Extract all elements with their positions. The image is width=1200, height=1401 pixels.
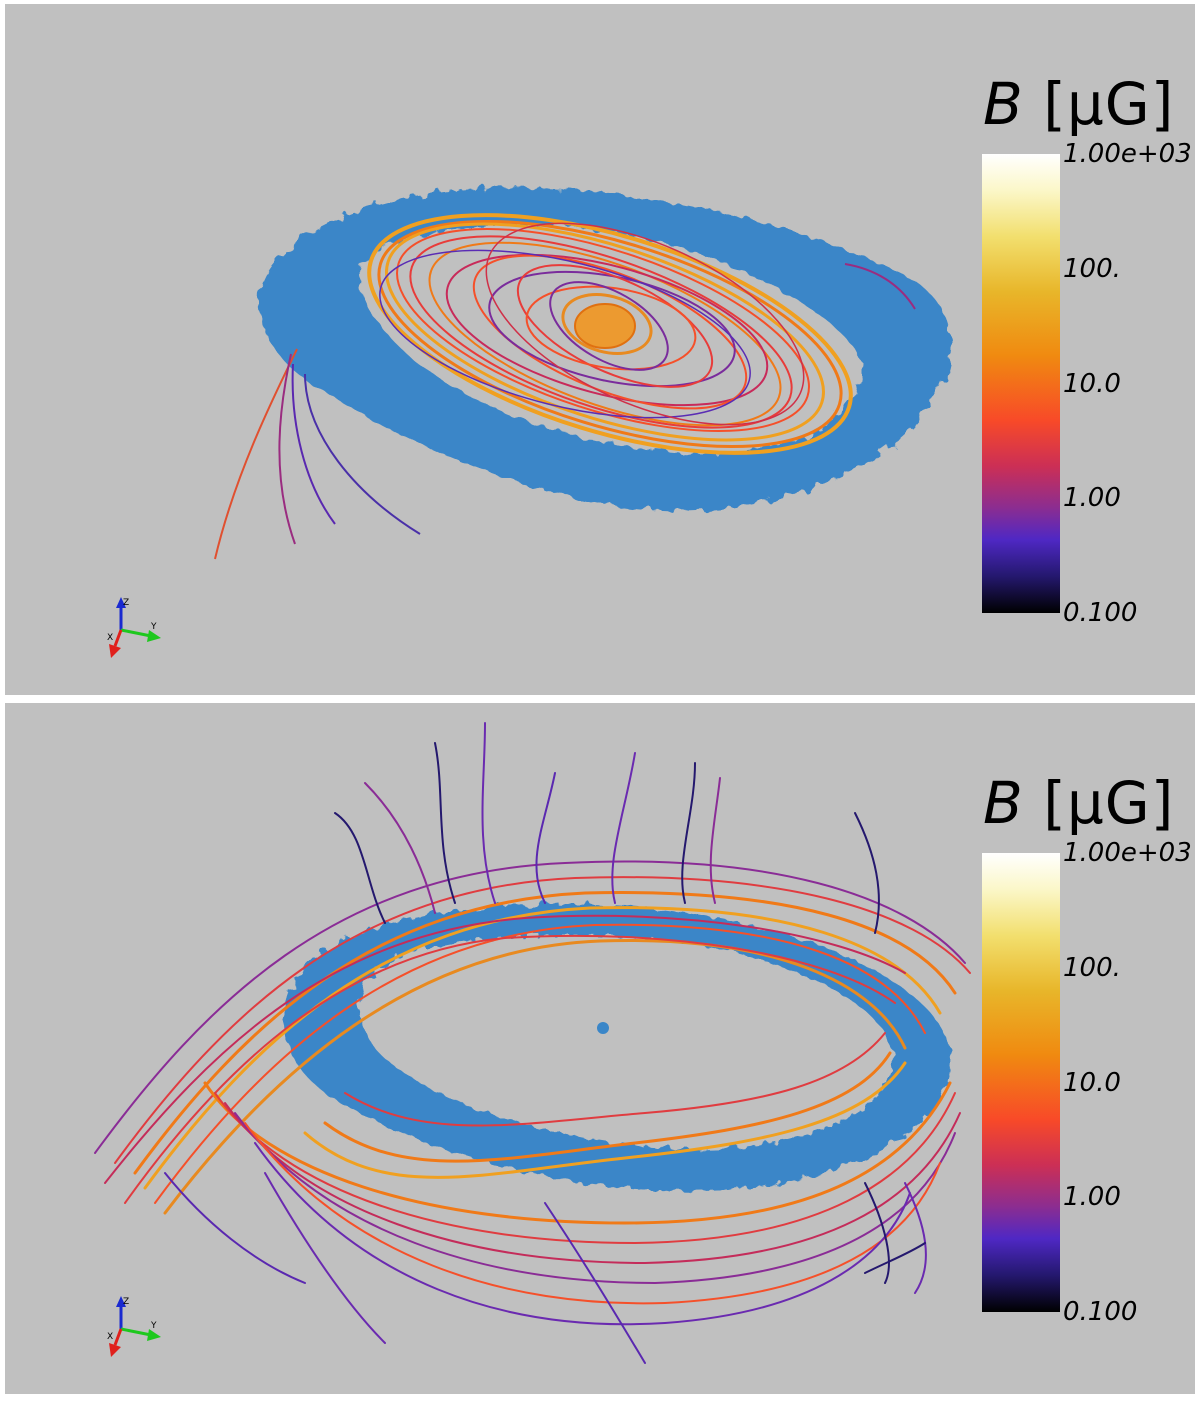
colorbar: [982, 154, 1060, 613]
field-line: [549, 281, 669, 371]
field-line: [561, 293, 653, 355]
field-line: [535, 772, 556, 904]
field-line: [854, 812, 880, 934]
field-line: [864, 1182, 890, 1284]
colorbar-tick: 1.00: [1063, 1182, 1121, 1212]
field-line-render-bottom: [94, 722, 971, 1364]
field-line: [864, 1242, 926, 1274]
colorbar-title-unit: [μG]: [1023, 70, 1175, 138]
field-line: [485, 222, 805, 426]
axis-label-x: X: [107, 633, 113, 643]
colorbar-tick: 1.00e+03: [1063, 838, 1192, 868]
axis-label-z: Z: [123, 598, 129, 608]
field-line: [214, 348, 298, 560]
field-line: [681, 762, 696, 904]
gas-disk-isosurface: [285, 903, 951, 1191]
colorbar-tick: 10.0: [1063, 1068, 1121, 1098]
axis-label-y: Y: [150, 622, 157, 632]
field-line: [409, 235, 793, 429]
field-line: [124, 934, 896, 1204]
field-line: [379, 249, 751, 419]
z-arrow-icon: [116, 1296, 126, 1307]
z-arrow-icon: [116, 597, 126, 608]
x-arrow-icon: [109, 644, 121, 658]
colorbar-tick: 100.: [1063, 254, 1121, 284]
field-line: [428, 241, 782, 427]
colorbar: [982, 853, 1060, 1312]
field-line: [264, 1172, 386, 1344]
colorbar-tick: 0.100: [1063, 598, 1138, 628]
field-line: [304, 373, 421, 535]
y-arrow-icon: [147, 630, 161, 642]
field-line: [377, 219, 843, 449]
bottom-panel: B [μG] 1.00e+03 100. 10.0 1.00 0.100 Z Y…: [5, 703, 1195, 1394]
field-line: [904, 1182, 927, 1294]
colorbar-title: B [μG]: [983, 769, 1174, 837]
field-line: [234, 1112, 956, 1285]
field-line: [367, 213, 853, 455]
field-line: [104, 914, 906, 1184]
axes-orientation-triad: Z Y X: [107, 597, 161, 658]
field-line: [164, 1172, 306, 1284]
field-line: [214, 1092, 956, 1245]
colorbar-tick: 10.0: [1063, 369, 1121, 399]
field-line: [385, 222, 825, 442]
top-panel: B [μG] 1.00e+03 100. 10.0 1.00 0.100 Z Y…: [5, 4, 1195, 695]
colorbar-title: B [μG]: [983, 70, 1174, 138]
colorbar-tick: 1.00: [1063, 483, 1121, 513]
field-line: [163, 938, 907, 1215]
colorbar-tick: 100.: [1063, 953, 1121, 983]
field-line: [844, 263, 916, 310]
field-line: [334, 812, 386, 924]
field-line: [278, 353, 296, 545]
field-line: [516, 264, 714, 388]
colorbar-title-symbol: B: [983, 769, 1024, 837]
colorbar-tick: 1.00e+03: [1063, 139, 1192, 169]
central-blob: [597, 1022, 609, 1034]
axes-orientation-triad: Z Y X: [107, 1296, 161, 1357]
field-line: [133, 891, 957, 1175]
y-arrow-icon: [147, 1329, 161, 1341]
field-line: [224, 1102, 961, 1265]
colorbar-title-symbol: B: [983, 70, 1024, 138]
field-line: [154, 923, 926, 1204]
colorbar-tick: 0.100: [1063, 1297, 1138, 1327]
x-arrow-icon: [109, 1343, 121, 1357]
field-line-render-top: [214, 187, 951, 560]
field-line: [364, 782, 436, 914]
central-core: [574, 303, 636, 349]
field-line: [481, 722, 496, 904]
field-line: [344, 1032, 886, 1127]
field-line: [488, 270, 736, 388]
field-line: [94, 860, 966, 1154]
field-line: [203, 1081, 952, 1225]
field-line: [434, 742, 456, 904]
field-line: [143, 906, 942, 1190]
axis-label-x: X: [107, 1332, 113, 1342]
field-line: [396, 227, 810, 433]
colorbar-title-unit: [μG]: [1023, 769, 1175, 837]
field-line: [114, 876, 971, 1164]
axis-label-z: Z: [123, 1297, 129, 1307]
field-line: [291, 363, 336, 525]
field-line: [254, 1142, 911, 1326]
field-line: [244, 1122, 941, 1305]
field-line: [303, 1061, 907, 1179]
gas-disk-isosurface: [259, 187, 951, 511]
field-line: [445, 253, 769, 407]
field-line: [525, 285, 697, 371]
field-line: [611, 752, 636, 904]
axis-label-y: Y: [150, 1321, 157, 1331]
field-line: [544, 1202, 646, 1364]
field-line: [709, 777, 721, 904]
field-line: [323, 1051, 892, 1163]
